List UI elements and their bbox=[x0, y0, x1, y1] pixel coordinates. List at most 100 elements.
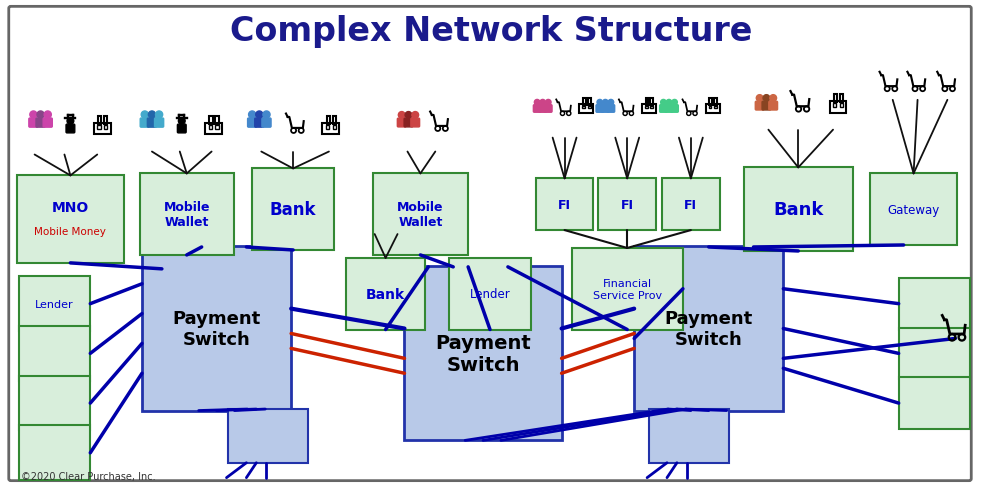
Bar bbox=[899, 278, 970, 330]
Circle shape bbox=[141, 112, 148, 119]
Circle shape bbox=[763, 96, 770, 102]
Text: Mobile
Wallet: Mobile Wallet bbox=[163, 201, 210, 229]
Circle shape bbox=[263, 112, 270, 119]
Bar bbox=[405, 267, 562, 441]
Bar bbox=[830, 102, 846, 113]
Bar bbox=[19, 277, 90, 331]
Bar bbox=[93, 123, 111, 135]
Bar bbox=[583, 99, 585, 106]
FancyBboxPatch shape bbox=[28, 119, 38, 128]
Bar bbox=[899, 328, 970, 380]
Bar bbox=[208, 126, 212, 129]
Text: Payment
Switch: Payment Switch bbox=[665, 309, 753, 348]
Text: Gateway: Gateway bbox=[888, 203, 940, 216]
FancyBboxPatch shape bbox=[147, 119, 156, 128]
Circle shape bbox=[399, 112, 406, 119]
Bar bbox=[449, 258, 531, 330]
Text: FI: FI bbox=[621, 198, 633, 211]
Bar bbox=[142, 247, 291, 411]
Circle shape bbox=[608, 100, 614, 106]
Bar bbox=[706, 104, 720, 114]
Circle shape bbox=[661, 100, 666, 106]
Bar bbox=[333, 117, 336, 125]
Bar bbox=[98, 117, 101, 125]
FancyBboxPatch shape bbox=[43, 119, 52, 128]
Bar bbox=[870, 174, 957, 245]
Bar bbox=[588, 99, 590, 106]
Bar bbox=[104, 126, 107, 129]
FancyBboxPatch shape bbox=[398, 119, 407, 128]
Circle shape bbox=[148, 112, 155, 119]
FancyBboxPatch shape bbox=[154, 119, 164, 128]
Bar bbox=[139, 174, 234, 255]
FancyBboxPatch shape bbox=[602, 105, 609, 113]
Text: FI: FI bbox=[684, 198, 697, 211]
Bar bbox=[572, 248, 682, 330]
Bar bbox=[840, 104, 844, 107]
Bar bbox=[834, 95, 838, 103]
Text: Bank: Bank bbox=[773, 201, 824, 219]
FancyBboxPatch shape bbox=[178, 125, 187, 134]
Bar bbox=[333, 126, 336, 129]
Circle shape bbox=[540, 100, 545, 106]
Bar bbox=[215, 126, 219, 129]
Circle shape bbox=[44, 112, 51, 119]
FancyBboxPatch shape bbox=[410, 119, 419, 128]
Text: MNO: MNO bbox=[52, 201, 89, 215]
Bar bbox=[714, 106, 717, 109]
Text: Payment
Switch: Payment Switch bbox=[435, 333, 531, 374]
Bar bbox=[634, 247, 784, 411]
Circle shape bbox=[37, 112, 44, 119]
Bar bbox=[215, 117, 219, 125]
Circle shape bbox=[406, 112, 411, 119]
Circle shape bbox=[756, 96, 763, 102]
Bar bbox=[326, 126, 329, 129]
Bar bbox=[840, 95, 844, 103]
FancyBboxPatch shape bbox=[140, 119, 149, 128]
Bar bbox=[252, 169, 334, 250]
FancyBboxPatch shape bbox=[596, 105, 604, 113]
FancyBboxPatch shape bbox=[9, 7, 971, 481]
Circle shape bbox=[67, 118, 74, 125]
FancyBboxPatch shape bbox=[755, 102, 764, 111]
Circle shape bbox=[534, 100, 540, 106]
Bar bbox=[709, 106, 711, 109]
FancyBboxPatch shape bbox=[36, 119, 45, 128]
Text: Payment
Switch: Payment Switch bbox=[173, 309, 260, 348]
Bar bbox=[588, 106, 590, 109]
Circle shape bbox=[255, 112, 263, 119]
Text: FI: FI bbox=[558, 198, 572, 211]
Bar bbox=[899, 377, 970, 429]
Bar bbox=[714, 99, 717, 106]
Bar bbox=[19, 426, 90, 480]
Bar bbox=[104, 117, 107, 125]
Circle shape bbox=[179, 118, 186, 125]
Bar bbox=[205, 123, 222, 135]
Circle shape bbox=[597, 100, 603, 106]
Bar bbox=[19, 326, 90, 381]
FancyBboxPatch shape bbox=[660, 105, 667, 113]
Bar bbox=[17, 176, 124, 264]
Bar bbox=[650, 106, 653, 109]
FancyBboxPatch shape bbox=[66, 125, 75, 134]
Text: Lender: Lender bbox=[469, 287, 511, 301]
FancyBboxPatch shape bbox=[539, 105, 547, 113]
Bar bbox=[598, 179, 656, 231]
FancyBboxPatch shape bbox=[254, 119, 264, 128]
Text: Bank: Bank bbox=[366, 287, 406, 301]
Bar bbox=[662, 179, 720, 231]
Bar bbox=[229, 409, 308, 463]
Circle shape bbox=[666, 100, 672, 106]
Text: Mobile Money: Mobile Money bbox=[34, 226, 106, 237]
Circle shape bbox=[248, 112, 255, 119]
FancyBboxPatch shape bbox=[671, 105, 679, 113]
Bar bbox=[645, 99, 648, 106]
Circle shape bbox=[411, 112, 418, 119]
Text: Complex Network Structure: Complex Network Structure bbox=[230, 15, 752, 48]
Bar bbox=[582, 106, 585, 109]
Bar bbox=[536, 179, 593, 231]
Bar bbox=[642, 104, 656, 114]
Text: ©2020 Clear Purchase, Inc.: ©2020 Clear Purchase, Inc. bbox=[21, 471, 155, 481]
Text: Bank: Bank bbox=[270, 201, 316, 219]
Text: Lender: Lender bbox=[35, 299, 74, 309]
